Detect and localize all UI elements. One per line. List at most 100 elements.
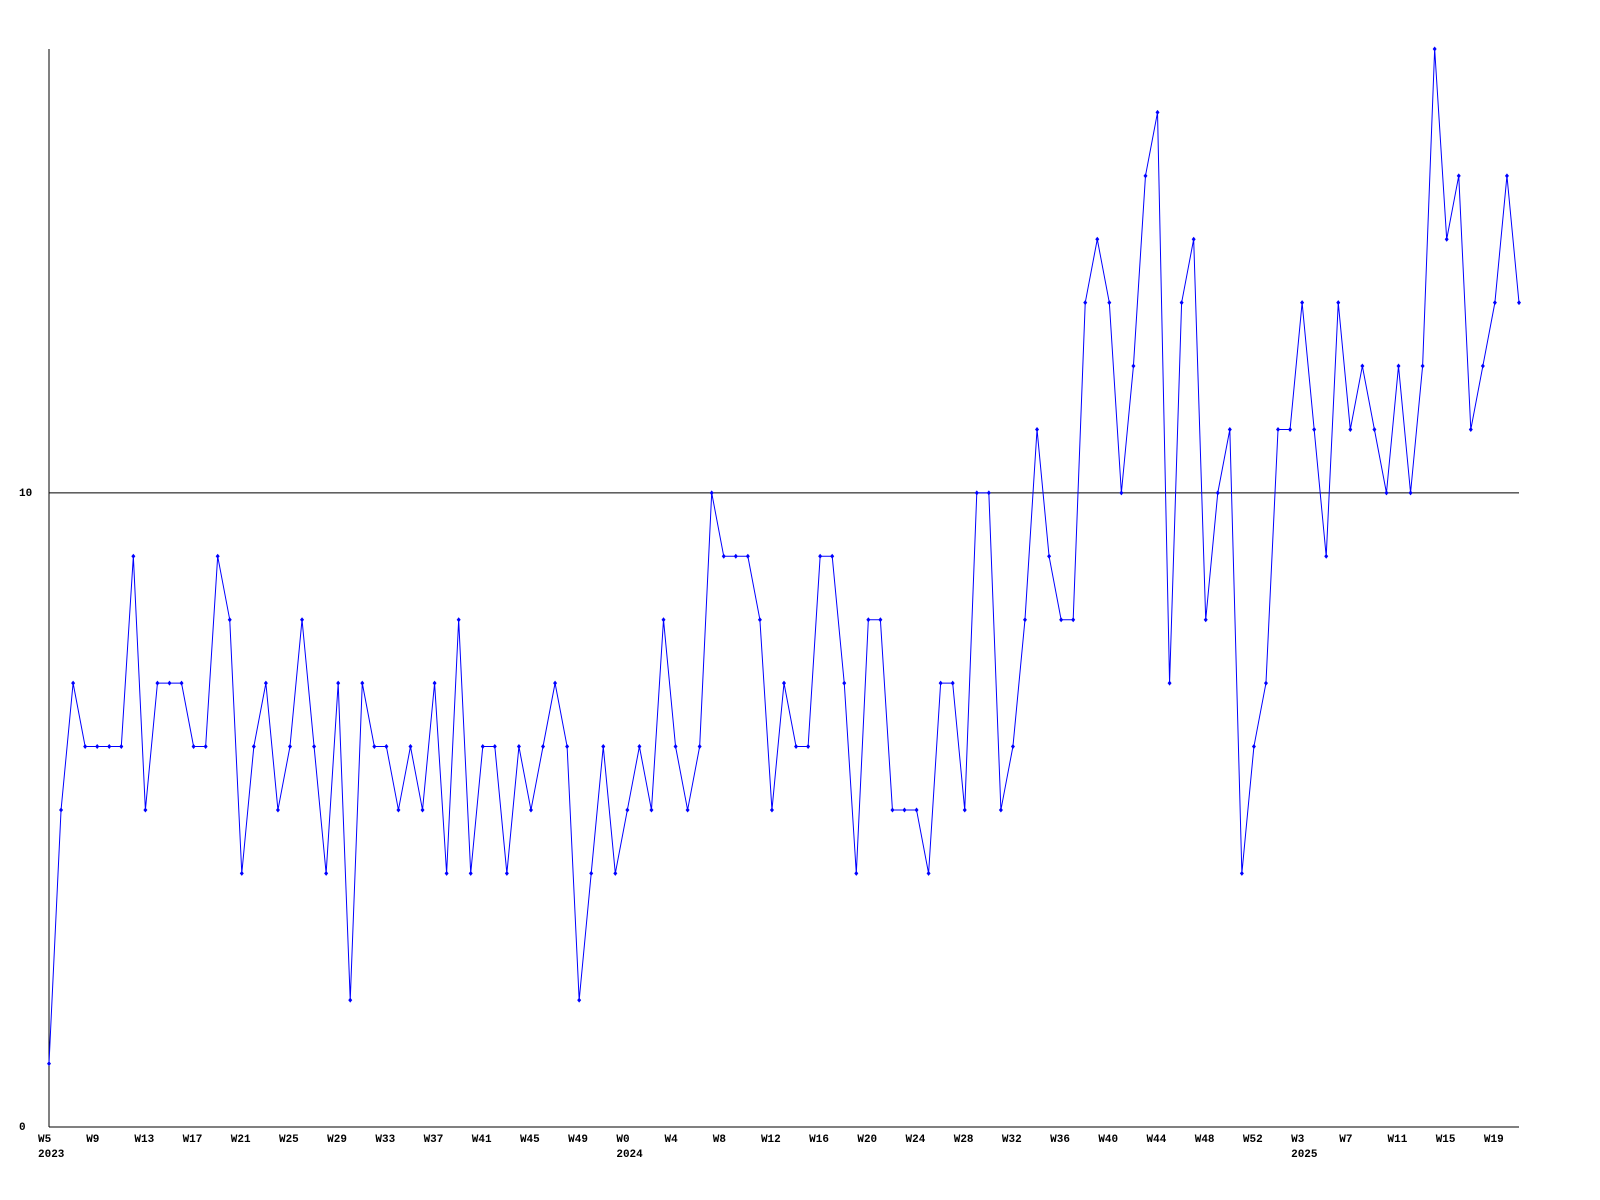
data-point — [553, 680, 558, 686]
data-point — [757, 617, 762, 623]
x-tick-label: W20 — [857, 1134, 877, 1146]
data-point — [878, 617, 883, 623]
data-point — [1408, 490, 1413, 496]
data-point — [589, 870, 594, 876]
data-point — [275, 807, 280, 813]
data-point — [179, 680, 184, 686]
data-point — [504, 870, 509, 876]
data-point — [1384, 490, 1389, 496]
data-point — [119, 744, 124, 750]
data-point — [1468, 426, 1473, 432]
data-point — [444, 870, 449, 876]
x-tick-label: W17 — [183, 1134, 203, 1146]
data-point — [47, 1061, 51, 1067]
data-point — [782, 680, 786, 686]
data-point — [1131, 363, 1136, 369]
data-point — [685, 807, 690, 813]
data-point — [709, 490, 714, 496]
data-point — [769, 807, 774, 813]
x-tick-label: W11 — [1388, 1134, 1408, 1146]
data-point — [974, 490, 979, 496]
data-point — [1035, 426, 1040, 432]
data-point — [565, 744, 570, 750]
data-point — [251, 744, 256, 750]
x-tick-label: W7 — [1339, 1134, 1352, 1146]
data-point — [203, 744, 208, 750]
data-point — [1095, 236, 1100, 242]
data-point — [1022, 617, 1027, 623]
data-point — [938, 680, 943, 686]
data-point — [59, 807, 64, 813]
data-point — [986, 490, 991, 496]
data-point — [577, 997, 582, 1003]
data-point — [1444, 236, 1449, 242]
data-point — [1155, 109, 1160, 115]
data-point — [661, 617, 666, 623]
x-tick-label: W4 — [665, 1134, 679, 1146]
data-point — [1083, 300, 1088, 306]
data-point — [1288, 426, 1293, 432]
data-point — [312, 744, 317, 750]
x-tick-label: W33 — [375, 1134, 395, 1146]
data-point — [673, 744, 678, 750]
x-tick-label: W5 — [38, 1134, 52, 1146]
data-point — [492, 744, 497, 750]
data-point — [372, 744, 377, 750]
data-point — [926, 870, 931, 876]
x-tick-label: W15 — [1436, 1134, 1456, 1146]
data-point — [1179, 300, 1184, 306]
data-point — [263, 680, 268, 686]
data-point — [637, 744, 642, 750]
x-tick-label: W44 — [1147, 1134, 1167, 1146]
data-point — [1191, 236, 1196, 242]
data-point — [83, 744, 88, 750]
data-point — [1071, 617, 1076, 623]
data-point — [1517, 300, 1521, 306]
data-point — [1372, 426, 1377, 432]
data-point — [336, 680, 341, 686]
data-point — [143, 807, 148, 813]
data-point — [1059, 617, 1064, 623]
x-tick-label: W28 — [954, 1134, 974, 1146]
data-point — [1251, 744, 1256, 750]
year-label: 2024 — [616, 1149, 643, 1161]
data-point — [95, 744, 100, 750]
data-point — [1312, 426, 1317, 432]
data-point — [625, 807, 630, 813]
data-point — [1432, 46, 1437, 52]
data-point — [215, 553, 220, 559]
data-point — [1010, 744, 1015, 750]
data-point — [601, 744, 606, 750]
x-tick-label: W19 — [1484, 1134, 1504, 1146]
data-point — [733, 553, 738, 559]
x-tick-label: W32 — [1002, 1134, 1022, 1146]
data-point — [1396, 363, 1401, 369]
data-point — [914, 807, 919, 813]
data-point — [541, 744, 546, 750]
data-point — [1480, 363, 1485, 369]
x-tick-label: W49 — [568, 1134, 588, 1146]
data-point — [866, 617, 871, 623]
data-point — [71, 680, 76, 686]
data-point — [1167, 680, 1172, 686]
y-tick-label: 10 — [19, 488, 32, 500]
data-point — [155, 680, 160, 686]
data-point — [1336, 300, 1341, 306]
x-tick-label: W48 — [1195, 1134, 1215, 1146]
data-point — [998, 807, 1003, 813]
data-point — [1119, 490, 1124, 496]
data-line — [48, 48, 1520, 1064]
data-point — [721, 553, 726, 559]
data-point — [1348, 426, 1353, 432]
data-point — [300, 617, 305, 623]
data-point — [950, 680, 955, 686]
data-point — [1504, 173, 1509, 179]
x-tick-label: W52 — [1243, 1134, 1263, 1146]
data-point — [1456, 173, 1461, 179]
x-tick-label: W0 — [616, 1134, 629, 1146]
data-point — [1300, 300, 1305, 306]
data-point — [131, 553, 136, 559]
data-point — [360, 680, 365, 686]
x-tick-label: W3 — [1291, 1134, 1305, 1146]
